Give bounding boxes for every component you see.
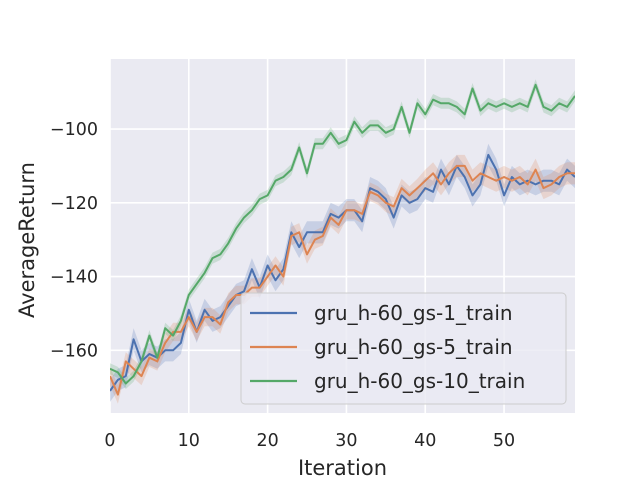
y-tick-label: −100 [50, 120, 98, 140]
series-line-2 [110, 164, 575, 396]
legend-box [240, 292, 567, 405]
x-axis-label: Iteration [298, 456, 387, 480]
legend: gru_h-60_gs-1_train gru_h-60_gs-5_traingr… [240, 292, 567, 405]
legend-label: gru_h-60_gs-5_train [314, 335, 513, 359]
series-band-2 [110, 154, 575, 404]
x-tick-label: 50 [493, 431, 515, 451]
legend-label: gru_h-60_gs-10_train [314, 369, 525, 393]
y-axis-label: AverageReturn [15, 162, 39, 318]
x-tick-label: 0 [104, 431, 115, 451]
x-axis-ticks: 0 10 20 30 40 50 [104, 431, 515, 451]
x-tick-label: 40 [414, 431, 436, 451]
plot-content [110, 79, 575, 404]
x-tick-label: 20 [256, 431, 278, 451]
series-line-3 [110, 83, 575, 385]
y-tick-label: −140 [50, 268, 98, 288]
y-tick-label: −160 [50, 341, 98, 361]
legend-label: gru_h-60_gs-1_train [314, 301, 513, 325]
y-tick-label: −120 [50, 194, 98, 214]
y-axis-ticks: −160 −140 −120 −100 [50, 120, 98, 361]
series-line-1 [110, 153, 575, 392]
x-tick-label: 30 [335, 431, 357, 451]
series-lines [110, 83, 575, 396]
x-tick-label: 10 [178, 431, 200, 451]
